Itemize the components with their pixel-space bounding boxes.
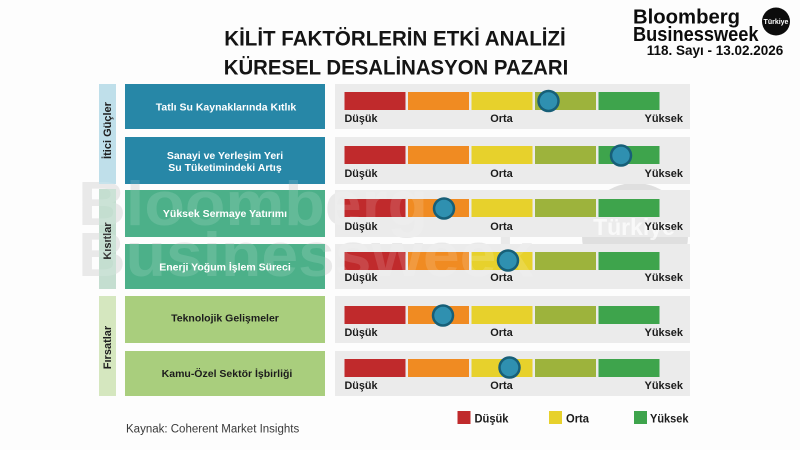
svg-text:Teknolojik Gelişmeler: Teknolojik Gelişmeler (171, 313, 279, 325)
svg-text:Kamu-Özel Sektör İşbirliği: Kamu-Özel Sektör İşbirliği (162, 367, 293, 380)
svg-text:Orta: Orta (566, 414, 590, 426)
svg-text:Kısıtlar: Kısıtlar (102, 222, 114, 260)
svg-text:Düşük: Düşük (475, 414, 510, 426)
svg-text:Businessweek: Businessweek (633, 24, 759, 46)
svg-text:İtici Güçler: İtici Güçler (101, 101, 114, 159)
svg-text:Businessweek: Businessweek (78, 221, 534, 290)
svg-text:Fırsatlar: Fırsatlar (102, 325, 114, 369)
svg-text:118. Sayı - 13.02.2026: 118. Sayı - 13.02.2026 (647, 43, 784, 58)
svg-text:Düşük: Düşük (345, 113, 379, 125)
svg-text:Kaynak: Coherent Market Insigh: Kaynak: Coherent Market Insights (126, 424, 299, 436)
svg-text:Sanayi ve Yerleşim Yeri: Sanayi ve Yerleşim Yeri (167, 150, 283, 162)
svg-text:Yüksek: Yüksek (645, 113, 684, 125)
svg-text:KÜRESEL DESALİNASYON PAZARI: KÜRESEL DESALİNASYON PAZARI (224, 57, 569, 80)
svg-text:KİLİT FAKTÖRLERİN ETKİ ANALİZİ: KİLİT FAKTÖRLERİN ETKİ ANALİZİ (224, 28, 566, 51)
svg-text:Orta: Orta (490, 113, 513, 125)
svg-text:Bloomberg: Bloomberg (633, 7, 740, 29)
svg-text:Yüksek Sermaye Yatırımı: Yüksek Sermaye Yatırımı (163, 208, 287, 220)
svg-text:Su Tüketimindeki Artış: Su Tüketimindeki Artış (168, 162, 282, 174)
svg-text:Türkiye: Türkiye (764, 19, 789, 26)
svg-text:Yüksek: Yüksek (650, 414, 689, 426)
svg-text:Enerji Yoğum İşlem Süreci: Enerji Yoğum İşlem Süreci (159, 261, 291, 274)
svg-text:Tatlı Su Kaynaklarında Kıtlık: Tatlı Su Kaynaklarında Kıtlık (156, 102, 297, 114)
